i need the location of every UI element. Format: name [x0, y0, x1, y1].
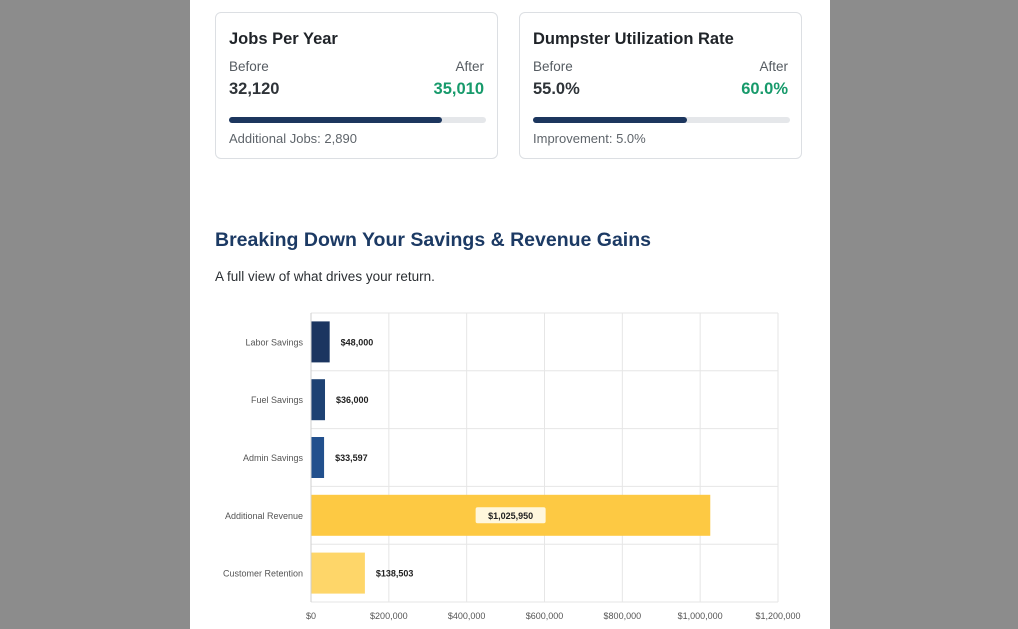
- x-tick-label: $0: [306, 611, 316, 621]
- data-label: $48,000: [341, 337, 374, 347]
- bar: [311, 437, 325, 478]
- before-value: 32,120: [229, 80, 280, 98]
- before-value: 55.0%: [533, 80, 580, 98]
- jobs-per-year-card: Jobs Per Year Before After 32,120 35,010…: [215, 12, 498, 159]
- bar: [311, 552, 365, 594]
- results-page: Jobs Per Year Before After 32,120 35,010…: [190, 0, 830, 629]
- category-label: Labor Savings: [245, 337, 303, 347]
- data-label-bg: [475, 507, 546, 524]
- x-tick-label: $800,000: [604, 611, 642, 621]
- card-footer: Improvement: 5.0%: [533, 131, 646, 146]
- bar: [311, 379, 326, 421]
- data-label: $138,503: [376, 569, 414, 579]
- after-value: 35,010: [433, 80, 484, 98]
- category-label: Fuel Savings: [251, 395, 304, 405]
- section-subtitle: A full view of what drives your return.: [215, 269, 435, 284]
- after-value: 60.0%: [741, 80, 788, 98]
- progress-track: [533, 117, 790, 123]
- x-tick-label: $600,000: [526, 611, 564, 621]
- dumpster-utilization-card: Dumpster Utilization Rate Before After 5…: [519, 12, 802, 159]
- category-label: Additional Revenue: [225, 511, 303, 521]
- progress-fill: [533, 117, 688, 123]
- bar: [311, 321, 330, 363]
- savings-bar-chart: Labor Savings $48,000 Fuel Savings $36,000 A…: [223, 312, 801, 621]
- data-label: $33,597: [335, 453, 368, 463]
- progress-track: [229, 117, 486, 123]
- data-label: $1,025,950: [488, 511, 533, 521]
- before-label: Before: [533, 59, 573, 74]
- progress-fill: [229, 117, 443, 123]
- after-label: After: [455, 59, 484, 74]
- category-label: Customer Retention: [223, 569, 303, 579]
- category-label: Admin Savings: [243, 453, 304, 463]
- card-footer: Additional Jobs: 2,890: [229, 131, 357, 146]
- x-tick-label: $200,000: [370, 611, 408, 621]
- section-title: Breaking Down Your Savings & Revenue Gai…: [215, 229, 651, 251]
- card-title: Jobs Per Year: [229, 30, 338, 48]
- before-label: Before: [229, 59, 269, 74]
- data-label: $36,000: [336, 395, 369, 405]
- x-tick-label: $1,200,000: [755, 611, 800, 621]
- card-title: Dumpster Utilization Rate: [533, 30, 734, 48]
- x-tick-label: $1,000,000: [678, 611, 723, 621]
- x-tick-label: $400,000: [448, 611, 486, 621]
- after-label: After: [759, 59, 788, 74]
